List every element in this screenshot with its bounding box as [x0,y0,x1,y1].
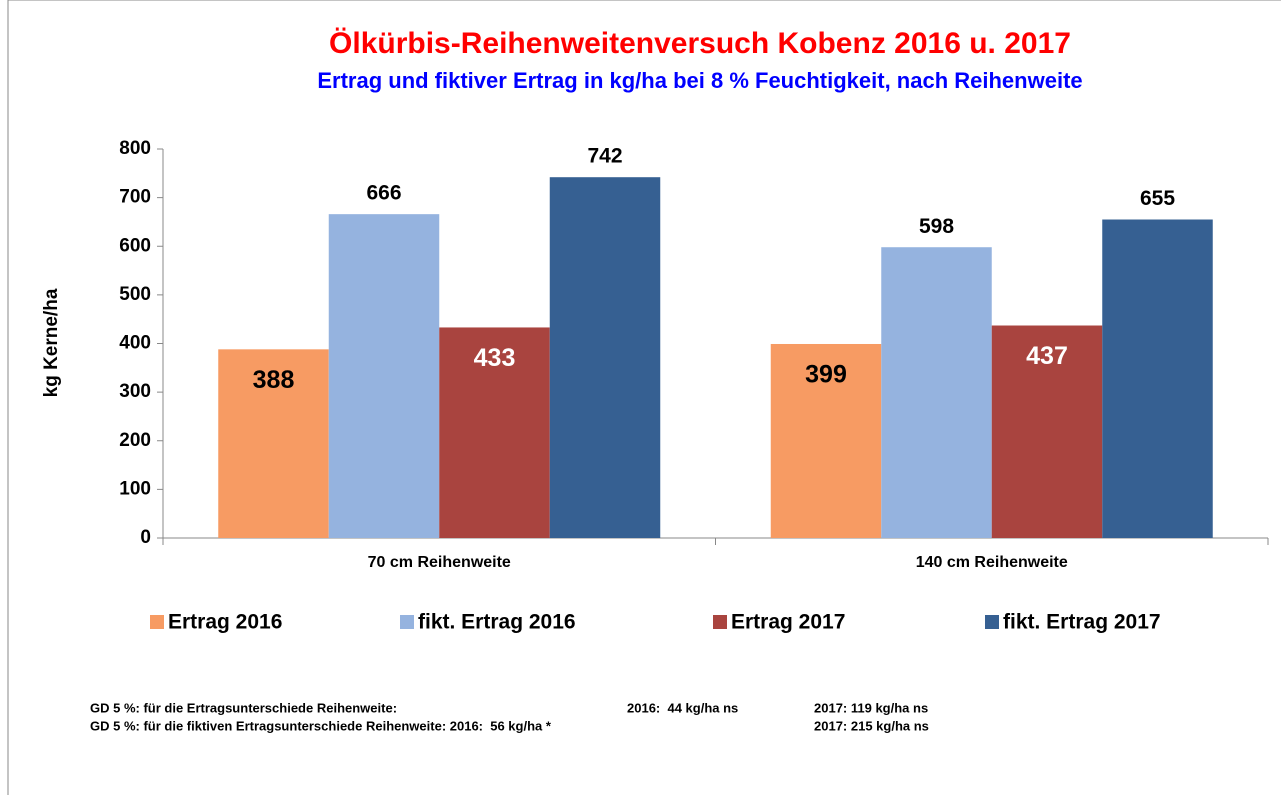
y-tick-label: 500 [119,284,151,305]
legend-swatch [713,615,727,629]
footnote: GD 5 %: für die fiktiven Ertragsuntersch… [90,718,552,733]
y-tick-label: 800 [119,138,151,159]
y-tick-label: 0 [140,527,151,548]
bar [549,177,661,538]
y-tick-label: 700 [119,187,151,208]
legend-label: fikt. Ertrag 2016 [418,611,576,634]
legend-label: fikt. Ertrag 2017 [1003,611,1161,634]
data-label: 742 [587,145,622,168]
data-label: 666 [366,182,401,205]
bar [881,247,992,538]
y-tick-label: 200 [119,430,151,451]
legend-label: Ertrag 2016 [168,611,282,634]
x-tick-label: 70 cm Reihenweite [368,554,511,571]
legend-swatch [400,615,414,629]
x-tick-label: 140 cm Reihenweite [916,554,1068,571]
data-label: 399 [805,361,847,389]
y-tick-label: 300 [119,381,151,402]
footnote: GD 5 %: für die Ertragsunterschiede Reih… [90,700,397,715]
chart-subtitle: Ertrag und fiktiver Ertrag in kg/ha bei … [317,68,1082,93]
data-label: 433 [474,344,516,372]
y-axis-label: kg Kerne/ha [41,288,62,397]
data-label: 388 [253,366,295,394]
data-label: 598 [919,215,954,238]
y-tick-label: 100 [119,478,151,499]
legend-swatch [150,615,164,629]
bar [991,325,1103,538]
footnote: 2016: 44 kg/ha ns [627,700,738,715]
footnote: 2017: 119 kg/ha ns [814,700,928,715]
y-tick-label: 600 [119,235,151,256]
data-label: 437 [1026,342,1068,370]
bar [770,343,882,538]
bar [328,214,440,538]
bar [218,349,329,538]
bar [1102,219,1213,538]
chart-title: Ölkürbis-Reihenweitenversuch Kobenz 2016… [329,27,1071,60]
frame [7,0,1281,795]
bar [439,327,550,538]
legend-swatch [985,615,999,629]
y-tick-label: 400 [119,333,151,354]
data-label: 655 [1140,187,1175,210]
legend-label: Ertrag 2017 [731,611,845,634]
footnote: 2017: 215 kg/ha ns [814,718,929,733]
